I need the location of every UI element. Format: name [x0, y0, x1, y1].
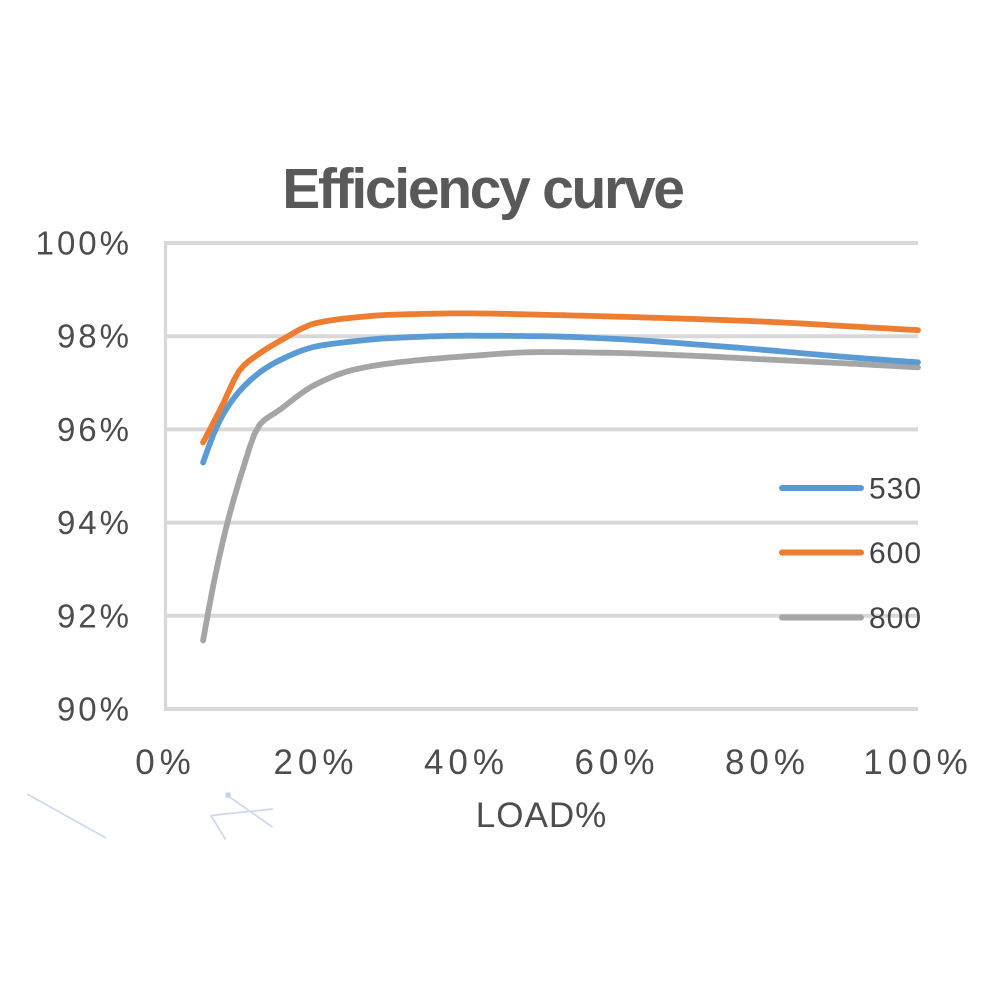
- svg-text:Efficiency curve: Efficiency curve: [282, 157, 683, 221]
- svg-text:80%: 80%: [725, 743, 810, 782]
- svg-text:60%: 60%: [574, 743, 659, 782]
- svg-text:800: 800: [869, 602, 922, 635]
- svg-text:100%: 100%: [863, 743, 973, 782]
- svg-text:LOAD%: LOAD%: [476, 796, 607, 835]
- svg-text:90%: 90%: [57, 691, 132, 728]
- svg-text:92%: 92%: [57, 597, 132, 634]
- svg-text:600: 600: [869, 537, 922, 570]
- svg-text:96%: 96%: [57, 411, 132, 448]
- svg-text:530: 530: [869, 473, 922, 506]
- svg-text:98%: 98%: [57, 318, 132, 355]
- svg-text:100%: 100%: [36, 225, 132, 262]
- svg-text:0%: 0%: [135, 743, 196, 782]
- svg-text:40%: 40%: [424, 743, 509, 782]
- svg-text:94%: 94%: [57, 504, 132, 541]
- svg-text:20%: 20%: [273, 743, 358, 782]
